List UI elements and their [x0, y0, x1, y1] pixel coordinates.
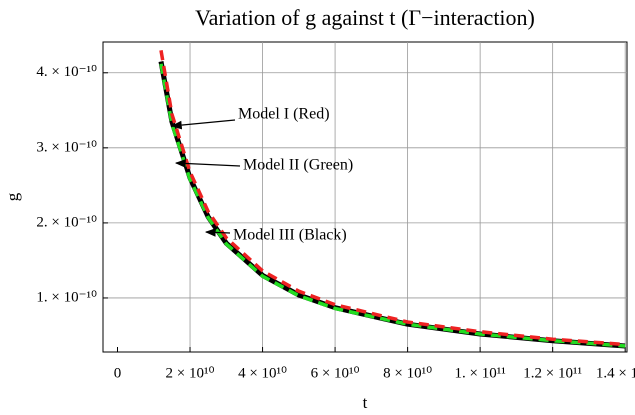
x-tick-label: 6 × 10¹⁰	[311, 365, 360, 381]
chart-title: Variation of g against t (Γ−interaction)	[195, 5, 535, 30]
series-line	[159, 63, 626, 348]
annotation: Model III (Black)	[233, 227, 347, 244]
x-tick-label: 0	[114, 365, 122, 381]
series-line	[159, 50, 626, 347]
annotation-arrow	[204, 228, 231, 237]
series-line	[158, 61, 626, 349]
y-tick-label: 3. × 10⁻¹⁰	[36, 139, 97, 155]
y-tick-label: 4. × 10⁻¹⁰	[36, 64, 97, 80]
x-tick-label: 1. × 10¹¹	[455, 365, 506, 381]
y-tick-label: 1. × 10⁻¹⁰	[36, 289, 97, 305]
x-axis-label: t	[363, 393, 368, 412]
plot-frame	[102, 41, 628, 353]
x-tick-label: 2 × 10¹⁰	[166, 365, 215, 381]
annotation-arrow	[174, 159, 241, 168]
annotation: Model II (Green)	[243, 157, 353, 174]
x-tick-label: 4 × 10¹⁰	[238, 365, 287, 381]
y-tick-label: 2. × 10⁻¹⁰	[36, 214, 97, 230]
annotation: Model I (Red)	[238, 106, 330, 123]
annotation-arrow	[170, 119, 236, 130]
x-tick-label: 1.4 × 10¹¹	[596, 365, 635, 381]
x-tick-label: 1.2 × 10¹¹	[523, 365, 582, 381]
x-tick-label: 8 × 10¹⁰	[383, 365, 432, 381]
y-axis-label: g	[3, 192, 22, 201]
